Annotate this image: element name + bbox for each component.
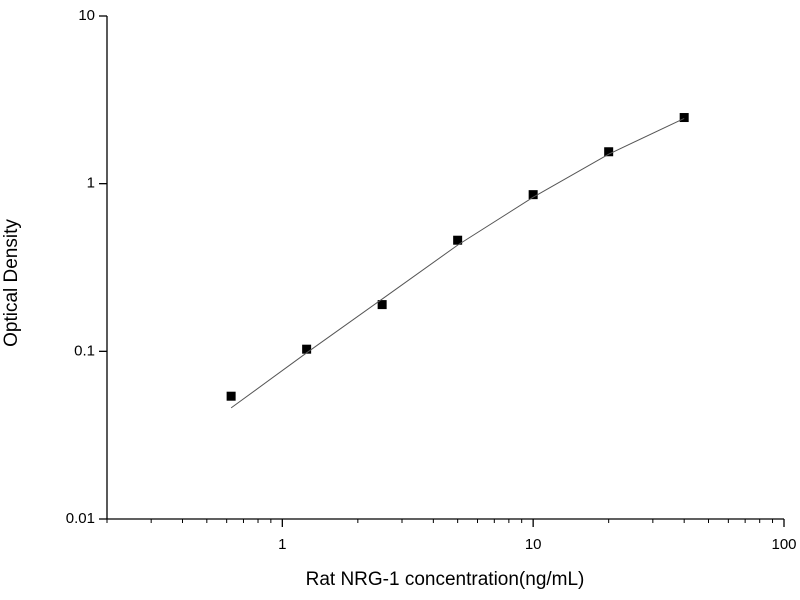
fit-curve — [230, 117, 685, 409]
y-tick-label: 0.1 — [74, 342, 95, 359]
data-point — [226, 391, 236, 401]
x-axis-title: Rat NRG-1 concentration(ng/mL) — [306, 569, 585, 590]
data-point — [679, 113, 689, 123]
y-tick-label: 0.01 — [66, 510, 95, 527]
y-axis-title: Optical Density — [1, 219, 22, 347]
x-tick-label: 1 — [278, 536, 286, 553]
y-tick-label: 1 — [87, 175, 95, 192]
data-point — [453, 235, 463, 245]
data-point — [377, 300, 387, 310]
data-point — [302, 344, 312, 354]
x-tick-label: 100 — [771, 536, 796, 553]
data-point — [528, 190, 538, 200]
x-tick-label: 10 — [525, 536, 542, 553]
data-point — [604, 147, 614, 157]
y-tick-label: 10 — [78, 7, 95, 24]
